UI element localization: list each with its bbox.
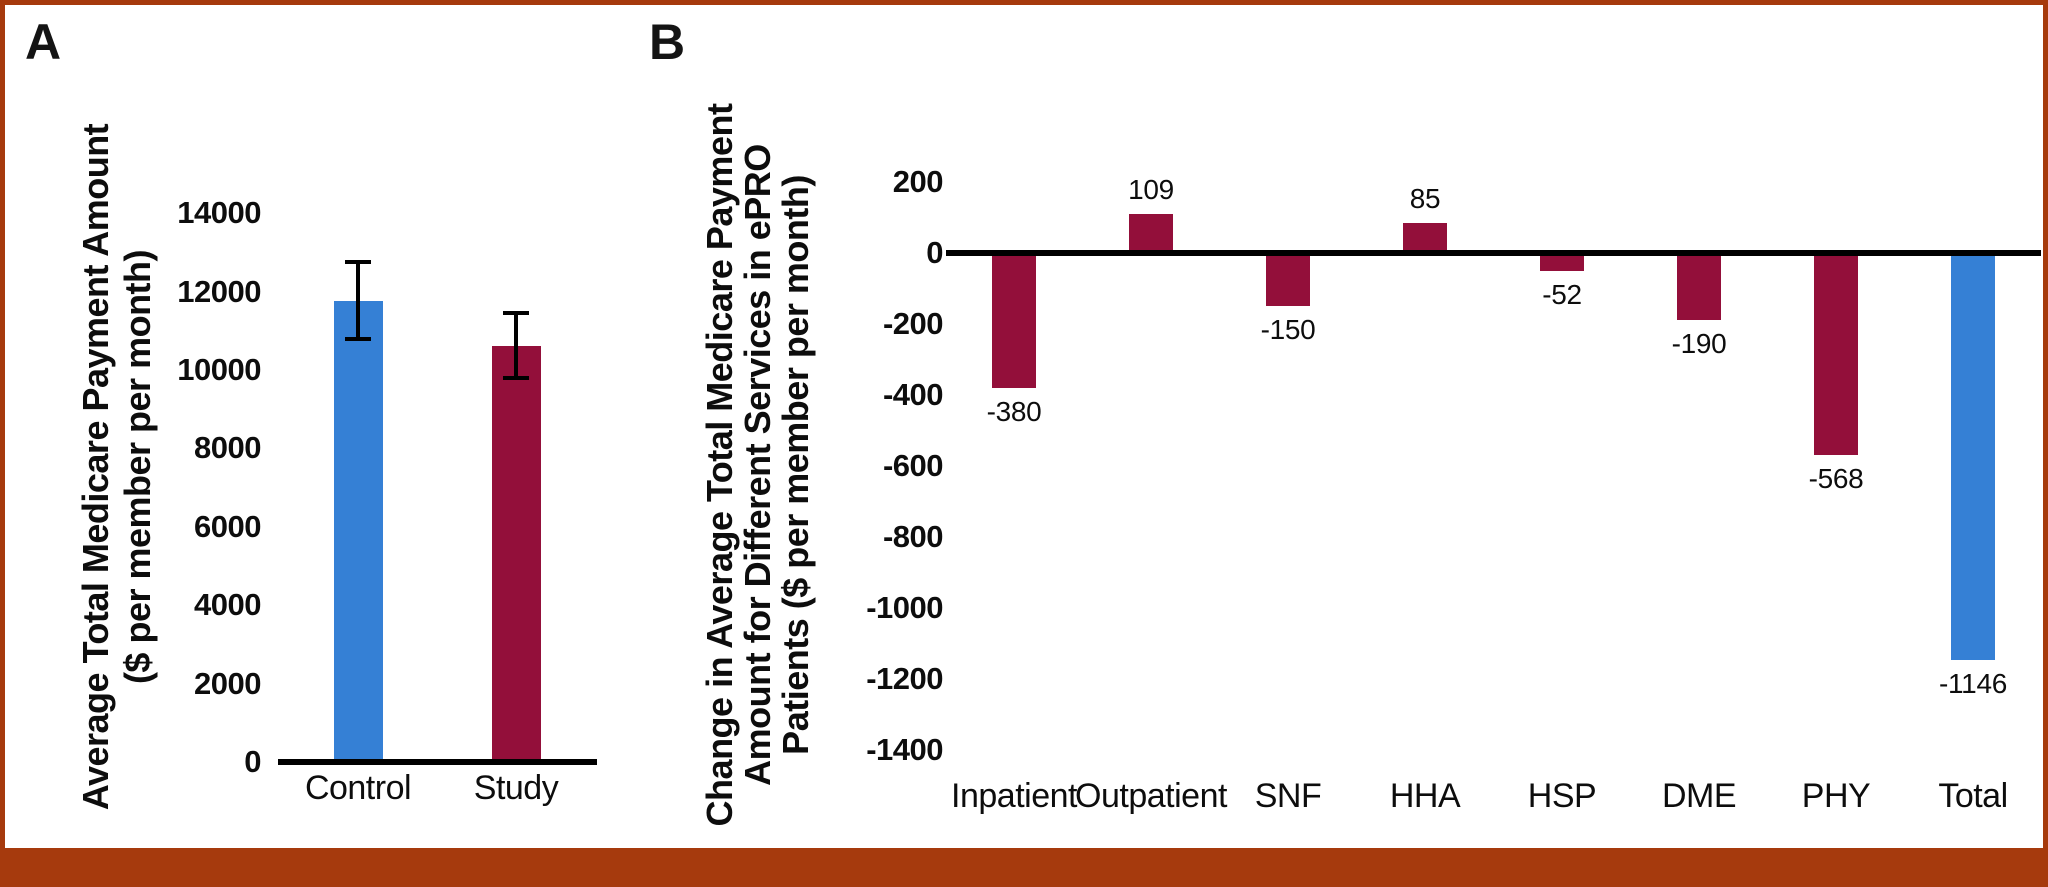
value-label: -52 xyxy=(1542,279,1582,311)
x-axis-line xyxy=(946,250,2041,256)
category-label: Total xyxy=(1938,777,2008,815)
y-tick-label: 10000 xyxy=(177,352,261,387)
x-axis-line xyxy=(278,759,597,765)
y-tick-label: 6000 xyxy=(194,508,261,544)
y-tick-label: 2000 xyxy=(194,665,261,701)
bar-phy xyxy=(1814,253,1858,455)
y-tick-label: -1000 xyxy=(866,590,943,625)
y-tick-label: -600 xyxy=(882,448,944,483)
category-label: HHA xyxy=(1389,777,1461,815)
error-bar-cap-bottom xyxy=(345,336,371,341)
error-bar-cap-top xyxy=(345,260,371,265)
y-tick-label: 0 xyxy=(244,744,261,779)
error-bar-stem xyxy=(356,262,360,339)
bar-hha xyxy=(1403,222,1447,253)
value-label: -380 xyxy=(986,395,1042,427)
bar-snf xyxy=(1266,253,1310,307)
value-label: -1146 xyxy=(1938,667,2008,699)
bar-control xyxy=(333,301,383,762)
category-label: Outpatient xyxy=(1075,777,1227,815)
y-tick-label: 8000 xyxy=(194,430,261,466)
category-label: HSP xyxy=(1527,777,1597,815)
category-label: Study xyxy=(473,769,559,807)
panel-b-letter: B xyxy=(649,14,686,70)
value-label: -150 xyxy=(1260,314,1316,346)
bar-outpatient xyxy=(1129,214,1173,253)
panel-b-y-axis-title-line2: Amount for Different Services in ePRO xyxy=(737,144,778,786)
category-label: Inpatient xyxy=(951,777,1077,815)
value-label: -190 xyxy=(1671,328,1727,360)
value-label: 109 xyxy=(1128,174,1174,206)
y-tick-label: -1200 xyxy=(866,661,943,696)
category-label: DME xyxy=(1661,777,1737,815)
y-tick-label: 14000 xyxy=(177,195,261,231)
error-bar-cap-top xyxy=(503,311,529,316)
y-tick-label: 200 xyxy=(892,164,944,199)
bar-inpatient xyxy=(992,253,1036,388)
bar-study xyxy=(491,346,541,762)
y-tick-label: -1400 xyxy=(866,732,943,767)
y-tick-label: -200 xyxy=(882,306,944,341)
y-tick-label: -800 xyxy=(882,519,944,554)
category-label: Control xyxy=(304,769,412,807)
category-label: SNF xyxy=(1254,777,1322,815)
y-tick-label: -400 xyxy=(882,377,944,412)
panel-a-letter: A xyxy=(25,14,62,70)
y-tick-label: 4000 xyxy=(194,587,261,623)
error-bar-cap-bottom xyxy=(503,375,529,380)
category-label: PHY xyxy=(1801,777,1871,815)
y-tick-label: 12000 xyxy=(177,273,261,309)
bar-hsp xyxy=(1540,253,1584,272)
bar-dme xyxy=(1677,253,1721,321)
panel-b-y-axis-title-line1: Change in Average Total Medicare Payment xyxy=(699,103,740,827)
value-label: 85 xyxy=(1409,182,1441,214)
figure-bottom-band xyxy=(5,848,2043,882)
y-tick-label: 0 xyxy=(926,235,943,270)
value-label: -568 xyxy=(1808,462,1864,494)
bar-total xyxy=(1951,253,1995,660)
error-bar-stem xyxy=(514,313,518,378)
